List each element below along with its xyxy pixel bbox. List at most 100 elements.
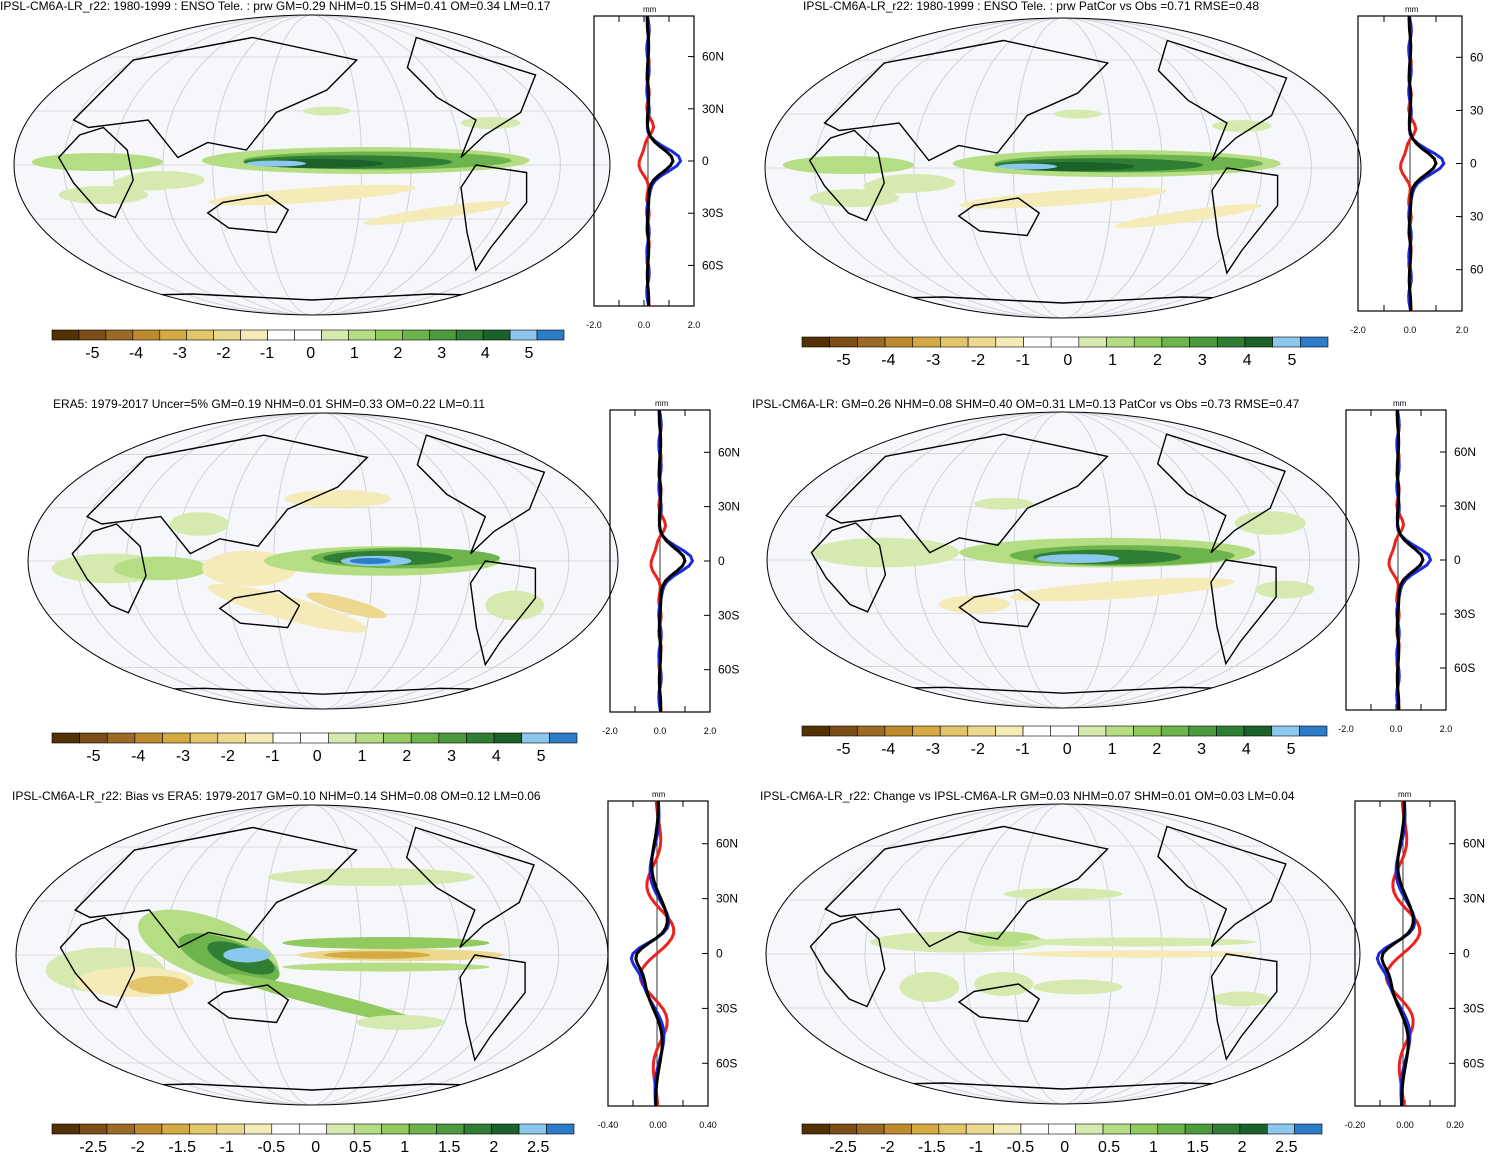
anomaly-region [223,947,271,963]
coastline [71,523,147,614]
latitude-label: 0 [1454,553,1461,567]
colorbar-swatch [134,732,163,744]
colorbar-swatch [1133,336,1163,348]
unit-label: mm [1393,399,1407,408]
colorbar-swatch [1078,725,1107,737]
colorbar-bl: -2.5 -2 -1.5 -1 -0.5 0 0.5 1 1.5 2 2.5 [51,1123,575,1156]
model-profile-line [1395,409,1433,711]
coastline [459,954,526,1062]
colorbar-swatch [78,329,107,341]
panel-title: IPSL-CM6A-LR: GM=0.26 NHM=0.08 SHM=0.40 … [752,397,1300,411]
x-tick-label: -2.0 [602,726,618,736]
colorbar-swatch [884,336,914,348]
colorbar-swatch [493,732,523,744]
colorbar-swatch [162,732,191,744]
colorbar-swatch [353,1123,382,1135]
coastline [824,825,1109,948]
anomaly-region [1054,109,1102,119]
coastline [218,589,301,629]
colorbar-label: -3 [926,741,940,758]
anomaly-region [284,489,391,508]
colorbar-swatch [355,732,384,744]
colorbar-label: 0 [313,748,322,765]
anomaly-region [267,868,475,886]
colorbar-label: -4 [129,345,143,362]
colorbar-swatch [995,336,1024,348]
colorbar-label: 3 [447,748,456,765]
colorbar-label: 1.5 [1187,1139,1209,1156]
colorbar-swatch [1157,1123,1186,1135]
colorbar-swatch [1160,725,1190,737]
anomaly-region [349,558,391,564]
map-ml [27,412,619,710]
colorbar-swatch [1271,725,1300,737]
x-tick-label: -2.0 [1338,724,1354,734]
colorbar-swatch [1022,725,1051,737]
anomaly-region [306,592,387,619]
colorbar-swatch [213,329,241,341]
coastline [85,434,369,555]
latitude-label: 60N [1463,837,1485,851]
colorbar-swatch [1075,1123,1104,1135]
anomaly-region [782,156,914,174]
colorbar-swatch [294,329,322,341]
colorbar-label: -2.5 [79,1139,107,1156]
colorbar-label: -5 [85,345,99,362]
colorbar-swatch [518,1123,547,1135]
latitude-label: 60S [716,1056,737,1070]
colorbar-swatch [1244,336,1273,348]
colorbar-swatch [829,1123,858,1135]
colorbar-swatch [408,1123,437,1135]
colorbar-label: 1 [1108,352,1117,369]
coastline [810,522,887,613]
colorbar-label: 0 [306,345,315,362]
x-tick-label: 0.0 [1404,325,1417,335]
coastline [958,588,1041,628]
colorbar-swatch [1130,1123,1159,1135]
x-tick-label: 0.0 [1390,724,1403,734]
colorbar-label: 5 [537,748,546,765]
colorbar-label: 2.5 [1275,1139,1297,1156]
colorbar-swatch [967,725,996,737]
coastline [1210,953,1278,1061]
latitude-label: 30N [1463,892,1485,906]
anomaly-region [363,201,511,225]
colorbar-label: 3 [1198,352,1207,369]
latitude-label: 60S [1454,661,1475,675]
colorbar-swatch [938,1123,967,1135]
panel-title: IPSL-CM6A-LR_r22: Change vs IPSL-CM6A-LR… [760,789,1295,803]
colorbar-swatch [829,725,858,737]
colorbar-swatch [1020,1123,1049,1135]
colorbar-swatch [801,725,830,737]
colorbar-label: -4 [881,741,895,758]
x-tick-label: -2.0 [586,320,602,330]
colorbar-swatch [217,732,246,744]
colorbar-label: -3 [173,345,187,362]
colorbar-swatch [536,329,565,341]
colorbar-swatch [348,329,376,341]
colorbar-swatch [1133,725,1162,737]
colorbar-label: 0 [1060,1139,1069,1156]
colorbar-swatch [549,732,578,744]
colorbar-swatch [410,732,440,744]
coastline [406,36,537,159]
colorbar-label: 1 [350,345,359,362]
anomaly-region [1009,577,1235,602]
coastline [57,126,134,219]
colorbar-swatch [521,732,550,744]
colorbar-swatch [321,329,349,341]
profile-br: mm -0.20 0.00 0.20 60N 30N 0 30S 60S [1345,790,1485,1130]
panel-title: ERA5: 1979-2017 Uncer=5% GM=0.19 NHM=0.0… [53,397,486,411]
map-border [765,803,1361,1105]
colorbar-label: -1 [1016,352,1030,369]
colorbar-swatch [940,336,969,348]
colorbar-swatch [436,1123,465,1135]
colorbar-label: 0 [1063,741,1072,758]
coastline [1211,167,1279,275]
latitude-label: 60 [1470,263,1484,277]
coastline [72,36,359,159]
anomaly-region [113,556,208,581]
colorbar-swatch [911,1123,940,1135]
colorbar-label: -5 [836,352,850,369]
coastline [823,39,1110,162]
